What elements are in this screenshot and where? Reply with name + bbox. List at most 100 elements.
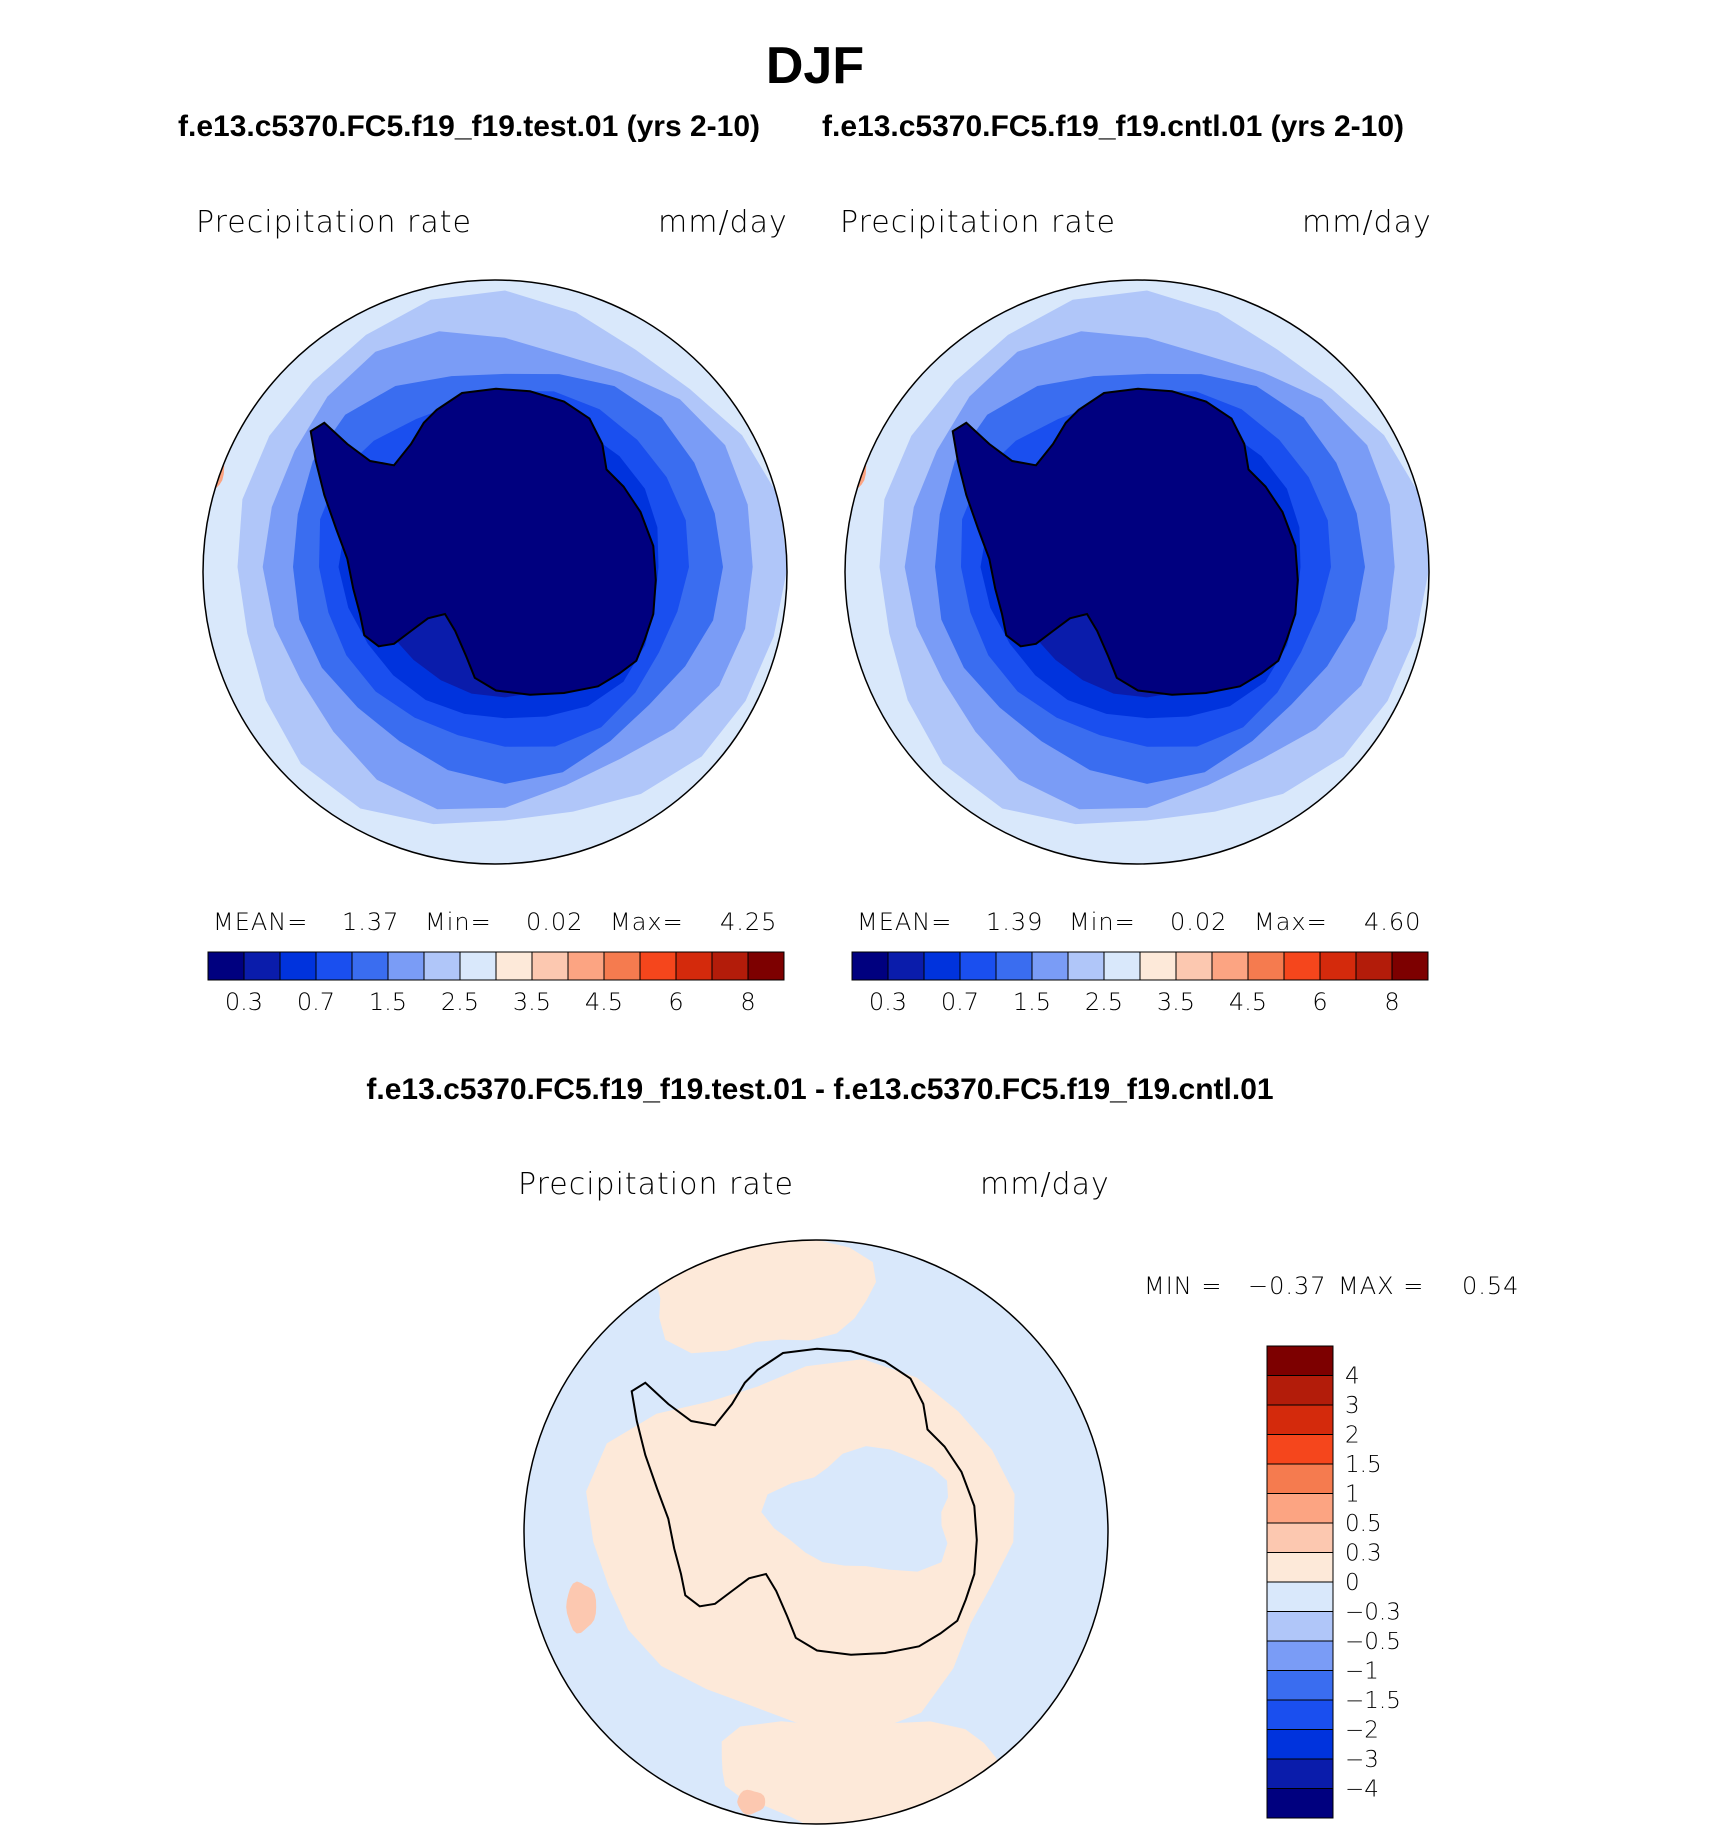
diff-neg-region-1 <box>761 1446 948 1572</box>
test-colorbar-label: 0.3 <box>225 988 263 1016</box>
test-colorbar-box <box>315 951 353 981</box>
cntl-colorbar-label: 0.3 <box>869 988 907 1016</box>
diff-colorbar-box <box>1266 1699 1334 1730</box>
test-colorbar-box <box>567 951 605 981</box>
cntl-colorbar-box <box>995 951 1033 981</box>
cntl-colorbar-box <box>1355 951 1393 981</box>
diff-colorbar-label: 4 <box>1345 1364 1360 1390</box>
diff-max-value: 0.54 <box>1462 1272 1520 1300</box>
subtitle-cntl: f.e13.c5370.FC5.f19_f19.cntl.01 (yrs 2-1… <box>822 110 1404 143</box>
diff-colorbar-label: 1 <box>1345 1482 1360 1508</box>
cntl-colorbar-box <box>851 951 889 981</box>
diff-colorbar-box <box>1266 1758 1334 1789</box>
diff-colorbar-label: 2 <box>1345 1423 1360 1449</box>
test-colorbar-box <box>531 951 569 981</box>
cntl-mean-label: MEAN= <box>857 908 953 936</box>
diff-colorbar-label: 0.5 <box>1345 1511 1382 1537</box>
cntl-colorbar-label: 8 <box>1384 988 1399 1016</box>
cntl-colorbar-box <box>1175 951 1213 981</box>
test-colorbar-box <box>423 951 461 981</box>
subtitle-test: f.e13.c5370.FC5.f19_f19.test.01 (yrs 2-1… <box>178 110 761 143</box>
cntl-colorbar-box <box>1247 951 1285 981</box>
cntl-colorbar-box <box>887 951 925 981</box>
test-colorbar-box <box>711 951 749 981</box>
diff-colorbar-box <box>1266 1345 1334 1376</box>
cntl-variable-label: Precipitation rate <box>840 205 1116 240</box>
test-map <box>203 280 787 864</box>
cntl-colorbar-box <box>959 951 997 981</box>
test-colorbar-box <box>207 951 245 981</box>
cntl-warm-core <box>845 449 855 475</box>
diff-colorbar-box <box>1266 1493 1334 1524</box>
test-continent-fill <box>310 388 656 695</box>
cntl-continent-fill <box>952 388 1298 695</box>
diff-colorbar-label: 0 <box>1345 1570 1360 1596</box>
diff-colorbar-label: 1.5 <box>1345 1452 1382 1478</box>
cntl-max-value: 4.60 <box>1364 908 1422 936</box>
test-colorbar-box <box>351 951 389 981</box>
cntl-colorbar-box <box>1103 951 1141 981</box>
test-mean-value: 1.37 <box>342 908 400 936</box>
diff-pos-region-2 <box>653 1240 876 1354</box>
test-colorbar-label: 0.7 <box>297 988 335 1016</box>
test-colorbar-box <box>459 951 497 981</box>
diff-colorbar-box <box>1266 1788 1334 1819</box>
test-colorbar-label: 3.5 <box>513 988 551 1016</box>
test-colorbar-box <box>279 951 317 981</box>
diff-colorbar-box <box>1266 1670 1334 1701</box>
cntl-colorbar-box <box>1283 951 1321 981</box>
test-colorbar-box <box>603 951 641 981</box>
cntl-colorbar-box <box>1319 951 1357 981</box>
diff-colorbar-box <box>1266 1375 1334 1406</box>
test-colorbar-box <box>675 951 713 981</box>
diff-colorbar-box <box>1266 1729 1334 1760</box>
test-max-value: 4.25 <box>720 908 778 936</box>
main-title: DJF <box>765 37 865 95</box>
test-colorbar-box <box>747 951 785 981</box>
diff-max-label: MAX = <box>1338 1272 1425 1300</box>
diff-colorbar-box <box>1266 1463 1334 1494</box>
test-colorbar-label: 2.5 <box>441 988 479 1016</box>
test-colorbar-label: 8 <box>740 988 755 1016</box>
test-colorbar-box <box>639 951 677 981</box>
diff-colorbar-box <box>1266 1522 1334 1553</box>
diff-map-border <box>523 1239 1109 1825</box>
diff-colorbar-box <box>1266 1611 1334 1642</box>
cntl-map <box>845 280 1429 864</box>
cntl-colorbar-label: 6 <box>1312 988 1327 1016</box>
test-max-label: Max= <box>610 908 684 936</box>
test-variable-label: Precipitation rate <box>196 205 472 240</box>
cntl-colorbar-box <box>1067 951 1105 981</box>
diff-units-label: mm/day <box>980 1167 1110 1202</box>
cntl-colorbar-box <box>923 951 961 981</box>
cntl-colorbar-box <box>1031 951 1069 981</box>
diff-variable-label: Precipitation rate <box>518 1167 794 1202</box>
test-colorbar-box <box>495 951 533 981</box>
test-mean-label: MEAN= <box>213 908 309 936</box>
cntl-map-border <box>844 279 1430 865</box>
test-colorbar-box <box>243 951 281 981</box>
diff-colorbar-box <box>1266 1434 1334 1465</box>
diff-colorbar-label: −4 <box>1345 1777 1379 1803</box>
diff-title: f.e13.c5370.FC5.f19_f19.test.01 - f.e13.… <box>366 1073 1274 1106</box>
test-min-label: Min= <box>425 908 492 936</box>
diff-colorbar-label: −0.5 <box>1345 1629 1401 1655</box>
diff-colorbar-box <box>1266 1404 1334 1435</box>
cntl-colorbar-box <box>1211 951 1249 981</box>
test-map-border <box>202 279 788 865</box>
cntl-colorbar-box <box>1391 951 1429 981</box>
diff-colorbar-label: −2 <box>1345 1718 1379 1744</box>
diff-colorbar-label: −1 <box>1345 1659 1379 1685</box>
cntl-units-label: mm/day <box>1302 205 1432 240</box>
test-colorbar-label: 4.5 <box>585 988 623 1016</box>
cntl-min-label: Min= <box>1069 908 1136 936</box>
cntl-colorbar-label: 4.5 <box>1229 988 1267 1016</box>
diff-min-label: MIN = <box>1144 1272 1223 1300</box>
diff-min-value: −0.37 <box>1248 1272 1327 1300</box>
cntl-colorbar-label: 0.7 <box>941 988 979 1016</box>
cntl-max-label: Max= <box>1254 908 1328 936</box>
diff-colorbar-box <box>1266 1581 1334 1612</box>
diff-colorbar-label: 3 <box>1345 1393 1360 1419</box>
diff-warm-patch-2 <box>737 1789 766 1815</box>
